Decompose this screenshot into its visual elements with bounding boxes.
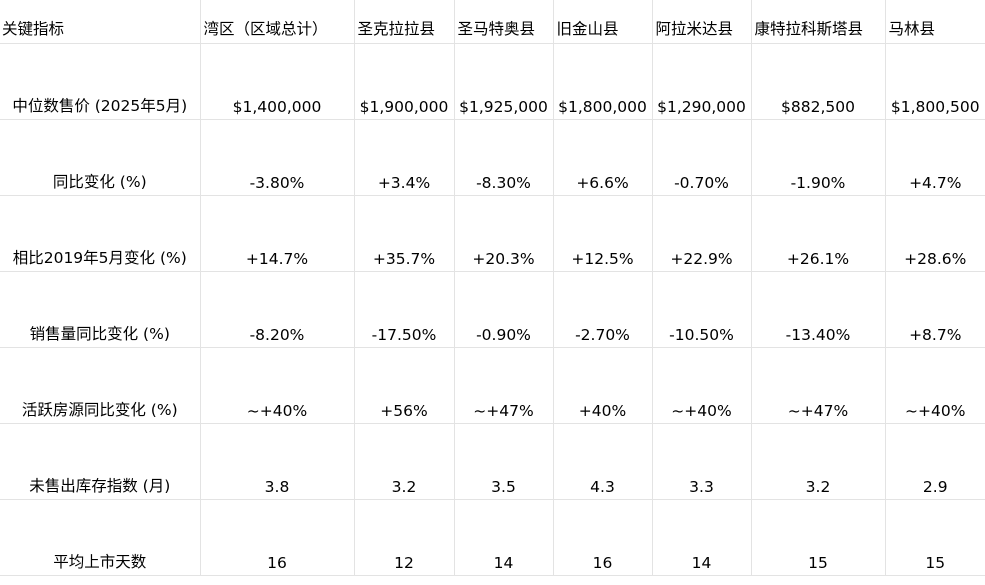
table-cell: 2.9	[884, 423, 985, 500]
table-cell: $1,900,000	[353, 43, 454, 120]
column-header-bay-area: 湾区（区域总计）	[199, 0, 354, 44]
table-cell: +4.7%	[884, 119, 985, 196]
table-row: 平均上市天数 16 12 14 16 14 15 15	[0, 499, 985, 576]
table-cell: -0.90%	[453, 271, 553, 348]
column-header-contra-costa: 康特拉科斯塔县	[750, 0, 885, 44]
table-cell: 16	[552, 499, 652, 576]
column-header-alameda: 阿拉米达县	[651, 0, 751, 44]
table-cell: -3.80%	[199, 119, 354, 196]
row-metric-label: 活跃房源同比变化 (%)	[0, 347, 200, 424]
table-cell: +12.5%	[552, 195, 652, 272]
table-cell: -13.40%	[750, 271, 885, 348]
table-row: 销售量同比变化 (%) -8.20% -17.50% -0.90% -2.70% -10.…	[0, 271, 985, 348]
table-cell: ~+40%	[651, 347, 751, 424]
table-cell: +14.7%	[199, 195, 354, 272]
table-cell: 14	[453, 499, 553, 576]
table-cell: 4.3	[552, 423, 652, 500]
row-metric-label: 未售出库存指数 (月)	[0, 423, 200, 500]
column-header-san-mateo: 圣马特奥县	[453, 0, 553, 44]
table-cell: -8.20%	[199, 271, 354, 348]
table-cell: 15	[884, 499, 985, 576]
table-cell: -2.70%	[552, 271, 652, 348]
table-cell: 3.8	[199, 423, 354, 500]
table-cell: -10.50%	[651, 271, 751, 348]
table-cell: 3.2	[353, 423, 454, 500]
table-cell: $1,800,000	[552, 43, 652, 120]
table-cell: +6.6%	[552, 119, 652, 196]
row-metric-label: 中位数售价 (2025年5月)	[0, 43, 200, 120]
table-row: 同比变化 (%) -3.80% +3.4% -8.30% +6.6% -0.70% -1.9…	[0, 119, 985, 196]
table-cell: -8.30%	[453, 119, 553, 196]
table-cell: +56%	[353, 347, 454, 424]
table-cell: +28.6%	[884, 195, 985, 272]
table-row: 未售出库存指数 (月) 3.8 3.2 3.5 4.3 3.3 3.2 2.9	[0, 423, 985, 500]
table-cell: 3.5	[453, 423, 553, 500]
table-cell: ~+40%	[199, 347, 354, 424]
table-cell: 15	[750, 499, 885, 576]
table-cell: ~+47%	[750, 347, 885, 424]
table-cell: $1,800,500	[884, 43, 985, 120]
table-cell: +35.7%	[353, 195, 454, 272]
column-header-marin: 马林县	[884, 0, 985, 44]
table-cell: $882,500	[750, 43, 885, 120]
table-cell: +8.7%	[884, 271, 985, 348]
row-metric-label: 同比变化 (%)	[0, 119, 200, 196]
row-metric-label: 平均上市天数	[0, 499, 200, 576]
table-cell: $1,290,000	[651, 43, 751, 120]
row-metric-label: 相比2019年5月变化 (%)	[0, 195, 200, 272]
column-header-san-francisco: 旧金山县	[552, 0, 652, 44]
header-row: 关键指标 湾区（区域总计） 圣克拉拉县 圣马特奥县 旧金山县 阿拉米达县 康特拉…	[0, 0, 985, 44]
table-cell: -0.70%	[651, 119, 751, 196]
table-cell: +20.3%	[453, 195, 553, 272]
table-cell: -1.90%	[750, 119, 885, 196]
table-cell: ~+40%	[884, 347, 985, 424]
table-cell: +22.9%	[651, 195, 751, 272]
table-cell: +40%	[552, 347, 652, 424]
table-cell: $1,400,000	[199, 43, 354, 120]
table-cell: $1,925,000	[453, 43, 553, 120]
table-row: 相比2019年5月变化 (%) +14.7% +35.7% +20.3% +12.5% +…	[0, 195, 985, 272]
table-row: 中位数售价 (2025年5月) $1,400,000 $1,900,000 $1,92…	[0, 43, 985, 120]
table-cell: 14	[651, 499, 751, 576]
table-cell: +3.4%	[353, 119, 454, 196]
column-header-santa-clara: 圣克拉拉县	[353, 0, 454, 44]
table-cell: 12	[353, 499, 454, 576]
table-cell: 16	[199, 499, 354, 576]
column-header-metric: 关键指标	[0, 0, 200, 44]
table-cell: +26.1%	[750, 195, 885, 272]
table-cell: -17.50%	[353, 271, 454, 348]
table-cell: 3.3	[651, 423, 751, 500]
table-cell: 3.2	[750, 423, 885, 500]
table-cell: ~+47%	[453, 347, 553, 424]
row-metric-label: 销售量同比变化 (%)	[0, 271, 200, 348]
table-row: 活跃房源同比变化 (%) ~+40% +56% ~+47% +40% ~+40% ~+47%…	[0, 347, 985, 424]
